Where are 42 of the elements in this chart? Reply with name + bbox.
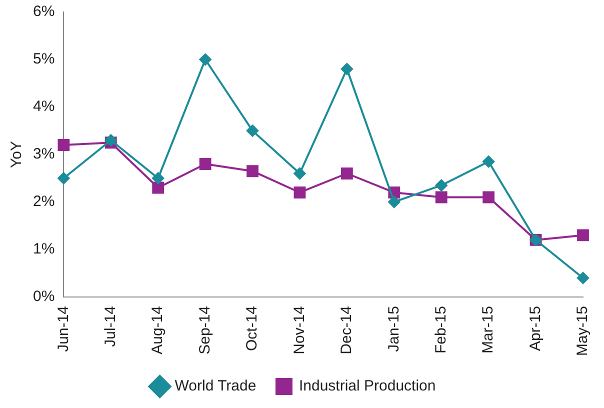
x-tick-label: May-15 <box>574 306 592 356</box>
x-tick-label: Jun-14 <box>54 306 72 352</box>
x-tick-label: Nov-14 <box>290 306 308 354</box>
y-axis-title: YoY <box>8 141 26 168</box>
point <box>577 229 589 242</box>
point <box>340 62 353 75</box>
x-tick-label: Oct-14 <box>244 306 261 351</box>
point <box>388 196 400 208</box>
y-tick-label: 2% <box>32 193 55 210</box>
x-tick-label: Sep-14 <box>196 306 214 354</box>
x-tick-label: Jan-15 <box>385 306 402 352</box>
point <box>294 186 306 198</box>
y-tick-label: 4% <box>32 98 55 116</box>
point <box>340 168 353 180</box>
point <box>246 165 258 178</box>
point <box>435 191 448 204</box>
point <box>435 179 448 192</box>
x-tick-label: Dec-14 <box>338 306 356 354</box>
point <box>294 167 306 180</box>
point <box>199 158 212 170</box>
point <box>152 182 164 194</box>
point <box>58 172 70 184</box>
point <box>577 272 589 284</box>
y-tick-label: 3% <box>32 146 55 163</box>
x-tick-label: Feb-15 <box>432 306 450 354</box>
point <box>246 124 259 137</box>
point <box>58 139 70 151</box>
x-tick-label: Mar-15 <box>480 306 497 354</box>
y-tick-label: 6% <box>32 3 55 20</box>
x-tick-label: Apr-15 <box>526 306 544 352</box>
legend-label: Industrial Production <box>298 378 436 395</box>
point <box>152 172 164 184</box>
x-tick-label: Jul-14 <box>102 306 120 347</box>
x-tick-label: Aug-14 <box>149 306 166 354</box>
legend-label: World Trade <box>174 378 256 395</box>
point <box>199 53 212 66</box>
point <box>104 134 117 146</box>
point <box>482 156 495 168</box>
y-tick-label: 1% <box>32 240 55 258</box>
y-tick-label: 0% <box>32 288 55 306</box>
point <box>482 191 495 204</box>
y-tick-label: 5% <box>32 50 55 68</box>
